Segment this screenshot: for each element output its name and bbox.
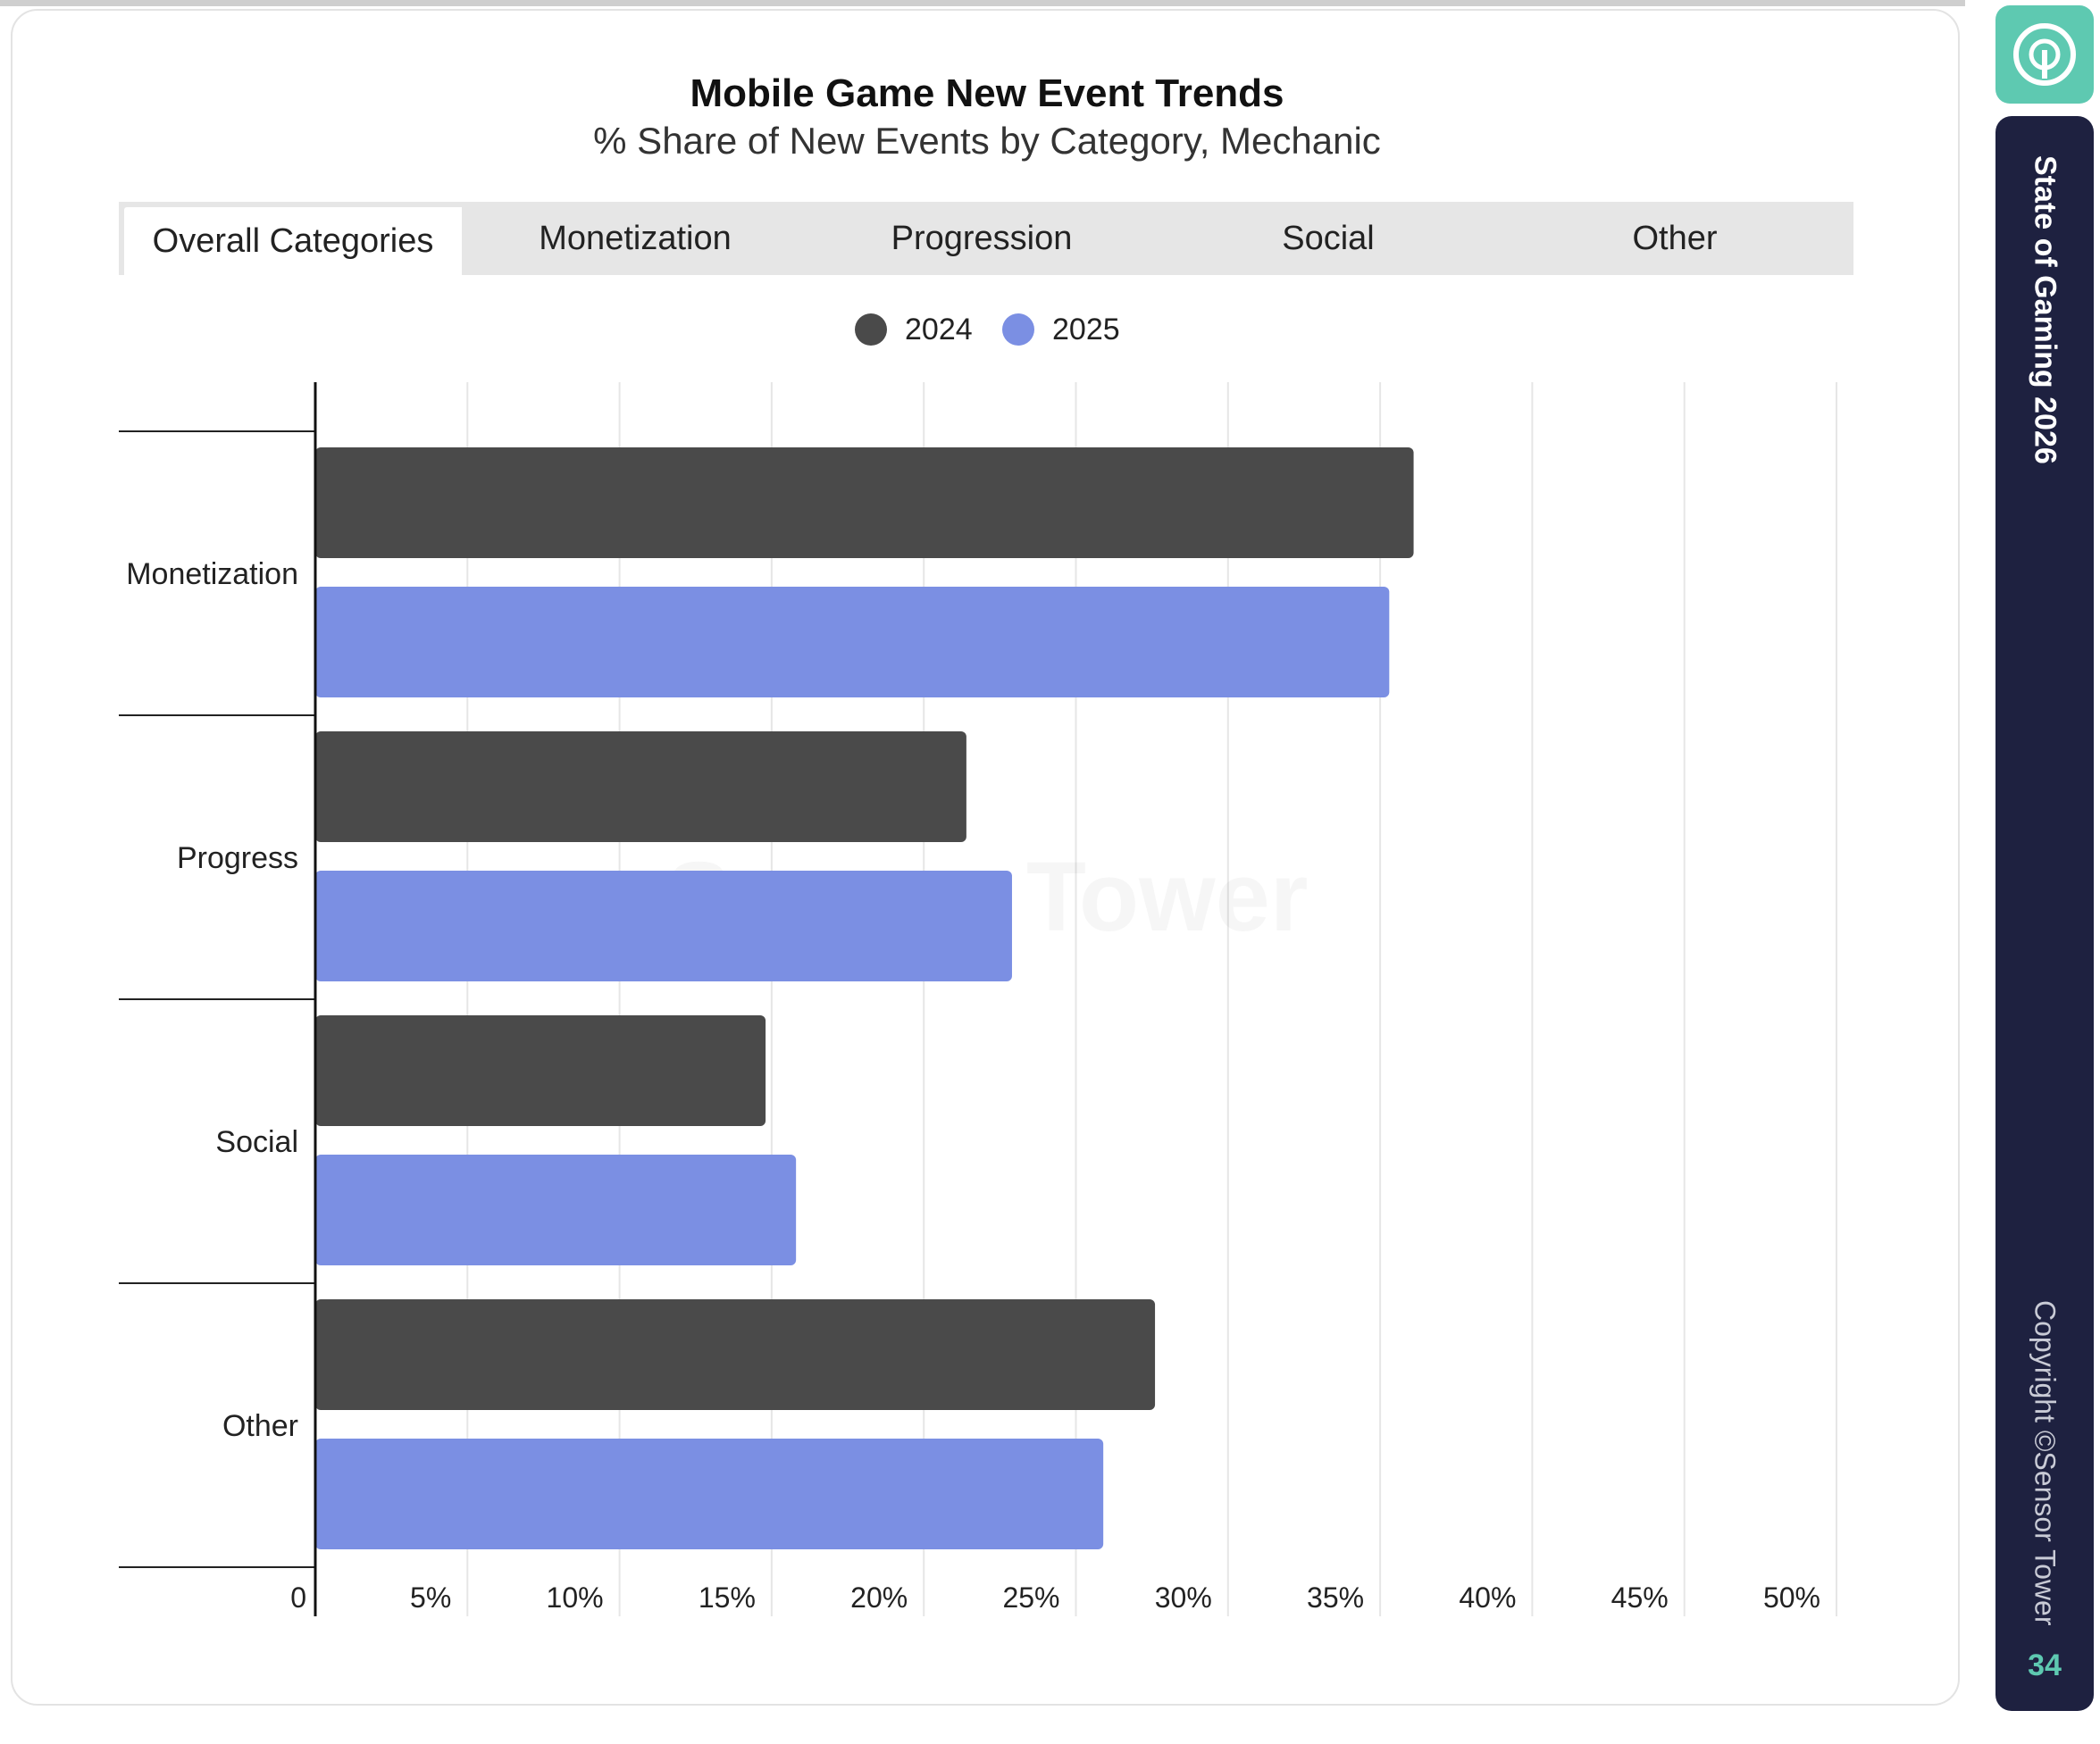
bar-progress-2024: [315, 731, 966, 842]
sidebar-panel: [1995, 116, 2094, 1711]
page-number: 34: [2028, 1648, 2062, 1682]
legend-label: 2024: [905, 312, 973, 346]
x-tick-label: 35%: [1307, 1581, 1364, 1614]
category-label: Other: [222, 1409, 298, 1443]
bar-other-2025: [315, 1439, 1104, 1549]
x-tick-label: 50%: [1763, 1581, 1820, 1614]
category-tabs: Overall Categories Monetization Progress…: [119, 202, 1853, 275]
legend-dot-icon: [855, 313, 887, 346]
legend-item-2025[interactable]: 2025: [1002, 307, 1120, 352]
x-tick-label: 0: [290, 1581, 306, 1614]
x-tick-label: 5%: [410, 1581, 451, 1614]
category-label: Monetization: [126, 557, 298, 591]
x-tick-label: 40%: [1459, 1581, 1516, 1614]
bar-social-2024: [315, 1015, 766, 1126]
copyright-text: Copyright ©Sensor Tower: [2029, 1300, 2062, 1626]
x-tick-label: 30%: [1155, 1581, 1212, 1614]
bar-monetization-2025: [315, 587, 1390, 697]
x-tick-label: 10%: [547, 1581, 604, 1614]
top-divider: [0, 0, 1965, 6]
legend-item-2024[interactable]: 2024: [855, 307, 973, 352]
category-label: Progress: [177, 841, 298, 875]
sensor-tower-logo-icon[interactable]: [1995, 5, 2094, 104]
chart-title: Mobile Game New Event Trends: [690, 71, 1284, 115]
bar-social-2025: [315, 1155, 797, 1265]
chart-legend: 2024 2025: [0, 307, 1974, 352]
legend-dot-icon: [1002, 313, 1034, 346]
tab-overall-categories[interactable]: Overall Categories: [124, 207, 462, 275]
bar-other-2024: [315, 1299, 1156, 1410]
tab-social[interactable]: Social: [1282, 220, 1375, 257]
report-title: State of Gaming 2026: [2028, 155, 2062, 464]
x-tick-label: 20%: [850, 1581, 908, 1614]
bar-progress-2025: [315, 871, 1012, 981]
x-tick-label: 15%: [699, 1581, 756, 1614]
category-label: Social: [215, 1125, 298, 1159]
x-tick-label: 25%: [1002, 1581, 1059, 1614]
x-tick-label: 45%: [1611, 1581, 1669, 1614]
bar-monetization-2024: [315, 447, 1414, 558]
chart-card: [11, 9, 1960, 1706]
tab-monetization[interactable]: Monetization: [539, 220, 732, 257]
legend-label: 2025: [1052, 312, 1120, 346]
tab-progression[interactable]: Progression: [891, 220, 1073, 257]
chart-subtitle: % Share of New Events by Category, Mecha…: [593, 120, 1381, 162]
bar-chart: Sensor TowerMonetizationProgressSocialOt…: [119, 382, 1837, 1616]
tab-other[interactable]: Other: [1632, 220, 1718, 257]
